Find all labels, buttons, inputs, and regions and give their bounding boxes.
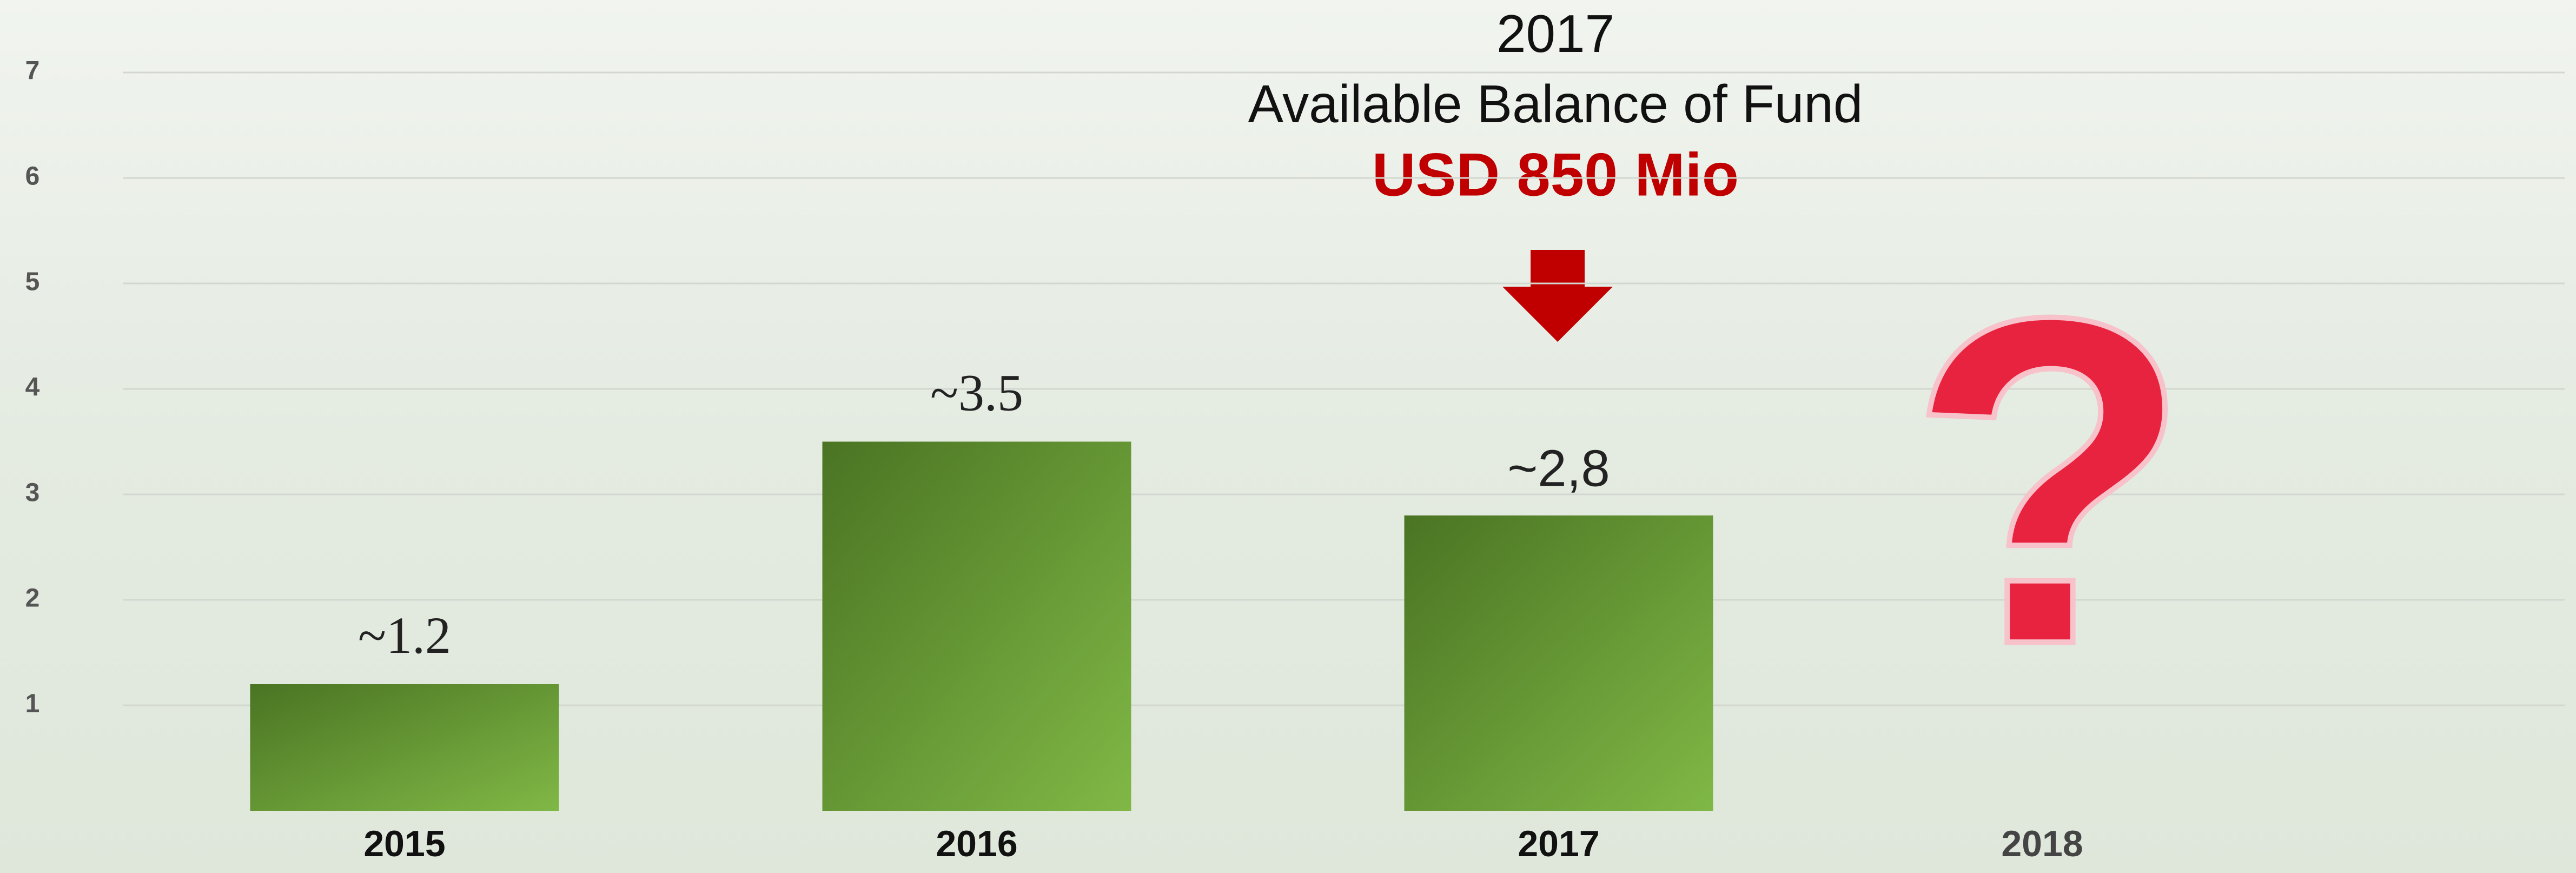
x-tick-label: 2017 [1518,823,1599,864]
y-tick-label: 5 [25,268,40,296]
y-tick-label: 6 [25,162,40,191]
value-label: ~2,8 [1507,439,1610,497]
bar [1405,515,1713,811]
y-tick-label: 2 [25,584,40,613]
y-tick-label: 7 [25,57,40,85]
annotation-amount: USD 850 Mio [1372,141,1739,209]
annotation-text: Available Balance of Fund [1248,74,1863,134]
x-tick-label: 2018 [2001,823,2083,864]
x-tick-label: 2016 [936,823,1017,864]
bar [823,442,1131,811]
y-tick-label: 4 [25,373,40,402]
page: 2017 Available Balance of Fund USD 850 M… [0,0,2576,873]
question-mark: ? [1908,221,2191,741]
value-label: ~3.5 [930,364,1023,422]
bar [250,684,559,811]
x-tick-label: 2015 [363,823,445,864]
y-tick-label: 3 [25,479,40,507]
y-tick-label: 1 [25,690,40,718]
annotation-year: 2017 [1496,4,1614,63]
chart: 2017 Available Balance of Fund USD 850 M… [0,0,2576,873]
value-label: ~1.2 [358,606,451,664]
